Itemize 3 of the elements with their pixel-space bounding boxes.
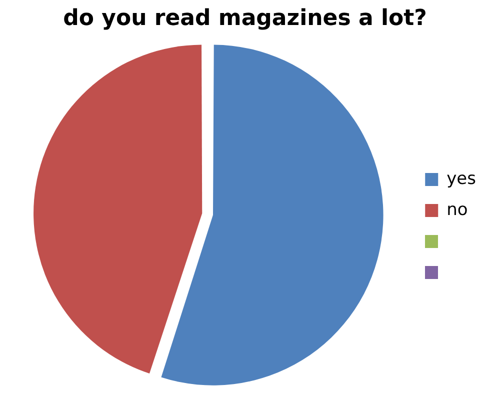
legend-label: no <box>446 200 468 220</box>
chart-title: do you read magazines a lot? <box>63 6 427 31</box>
legend-label: yes <box>446 168 476 189</box>
